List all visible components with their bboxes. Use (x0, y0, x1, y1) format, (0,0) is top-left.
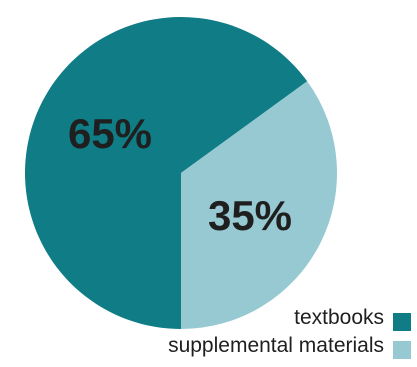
legend-label-supplemental-materials: supplemental materials (168, 334, 384, 357)
slice-value-label-supplemental-materials: 35% (208, 192, 292, 239)
pie-slice-supplemental-materials (181, 81, 338, 329)
legend-label-textbooks: textbooks (294, 306, 384, 329)
slice-value-label-textbooks: 65% (68, 110, 152, 157)
legend: textbooks supplemental materials (168, 306, 411, 359)
pie-slice-textbooks (25, 16, 308, 329)
legend-swatch-textbooks (393, 313, 411, 331)
pie-slice-labels: 65% 35% (68, 110, 292, 239)
legend-swatch-supplemental-materials (393, 341, 411, 359)
pie-slices (25, 16, 338, 329)
